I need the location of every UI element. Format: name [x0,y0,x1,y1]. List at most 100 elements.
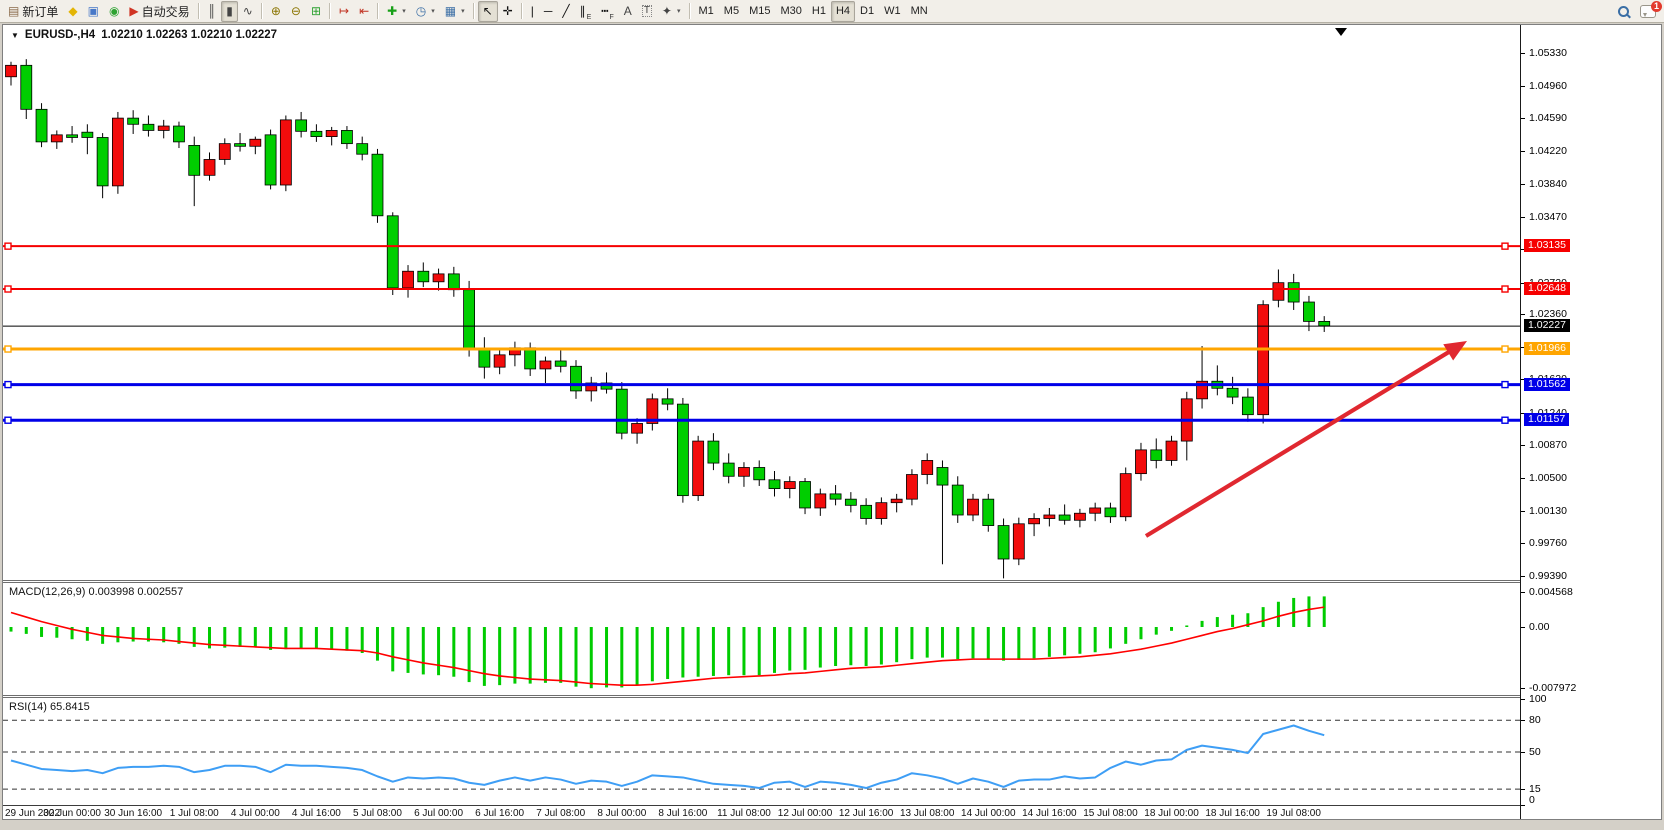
auto-trading-button[interactable]: ▶ 自动交易 [124,1,194,22]
navigator-button[interactable]: ▣ [83,1,104,22]
line-handle[interactable] [1501,416,1509,424]
timeframe-h1-button[interactable]: H1 [807,1,831,22]
line-handle[interactable] [1501,345,1509,353]
line-handle[interactable] [4,285,12,293]
zoom-out-button[interactable]: ⊖ [286,1,306,22]
candle [753,467,766,481]
time-axis-label: 18 Jul 00:00 [1144,808,1199,819]
bar-chart-button[interactable]: ║ [203,1,222,22]
text-button[interactable]: A [619,1,637,22]
main-chart-pane[interactable] [3,26,1520,580]
rsi-pane[interactable] [3,698,1520,806]
line-handle[interactable] [4,416,12,424]
horizontal-line-icon: ─ [543,4,553,18]
time-axis-label: 13 Jul 08:00 [899,808,955,819]
periods-button[interactable]: ◷ ▾ [411,1,440,22]
market-watch-button[interactable]: ◆ [63,1,82,22]
axis-tick-mark [1521,379,1525,381]
vertical-line-button[interactable]: | [526,1,539,22]
new-order-button[interactable]: ▤ 新订单 [3,1,63,22]
line-handle[interactable] [1501,285,1509,293]
candlestick-chart-button[interactable]: ▮ [221,0,238,22]
horizontal-line-button[interactable]: ─ [539,1,558,22]
rsi-tick-label: 80 [1529,714,1541,727]
line-handle[interactable] [4,242,12,250]
candle [951,484,964,516]
tile-windows-button[interactable]: ⊞ [306,1,326,22]
candle [1196,380,1208,400]
chart-shift-button[interactable]: ⇤ [354,1,374,22]
candle [1028,518,1040,525]
text-label-button[interactable]: T [637,1,657,22]
level-price-badge: 1.01157 [1524,413,1570,427]
candle [81,131,94,138]
crosshair-button[interactable]: ✛ [498,1,518,22]
candle [386,215,399,289]
axis-tick-mark [1521,445,1525,447]
candle [66,134,78,138]
time-axis[interactable]: 29 Jun 2022 30 Jun 00:00 30 Jun 16:00 1 Jul… [3,805,1520,820]
chart-shift-marker[interactable] [1335,28,1347,36]
candle [463,289,476,350]
signal-button[interactable]: ◉ [104,1,124,22]
toolbar-separator [377,3,380,19]
candle [860,504,873,519]
tile-windows-icon: ⊞ [310,4,322,18]
timeframe-label: H1 [811,5,826,17]
pane-separator[interactable] [3,695,1660,698]
rsi-line [10,724,1325,790]
timeframe-m1-button[interactable]: M1 [694,1,719,22]
candle [493,354,506,368]
trendline-button[interactable]: ╱ [557,1,574,22]
templates-button[interactable]: ▦ ▾ [440,1,470,22]
timeframe-d1-button[interactable]: D1 [855,1,879,22]
pane-separator[interactable] [3,580,1660,583]
time-axis-label: 4 Jul 00:00 [230,808,280,819]
line-handle[interactable] [1501,380,1509,389]
candle [295,119,308,132]
chart-ohlc: 1.02210 1.02263 1.02210 1.02227 [101,29,278,41]
timeframe-w1-button[interactable]: W1 [879,1,906,22]
one-click-trading-toggle[interactable]: ▼ [11,30,19,40]
macd-label: MACD(12,26,9) 0.003998 0.002557 [9,586,184,598]
arrows-icon: ✦ [661,4,672,18]
new-order-button-label: 新订单 [22,4,59,19]
candle [96,137,109,187]
chevron-down-icon: ▾ [676,8,681,15]
chart-symbol: EURUSD-,H4 [24,29,96,41]
auto-scroll-button[interactable]: ↦ [334,1,354,22]
candle [157,125,170,131]
chat-icon[interactable]: 1 [1640,0,1662,18]
toolbar-separator [688,3,691,19]
search-icon[interactable] [1617,5,1630,18]
arrows-button[interactable]: ✦ ▾ [657,1,686,22]
trend-arrow-head[interactable] [1443,341,1467,361]
price-axis[interactable]: 1.05330 1.04960 1.04590 1.04220 1.03840 1.034… [1520,25,1660,819]
timeframe-m5-button[interactable]: M5 [719,1,744,22]
trend-arrow-line[interactable] [1144,345,1458,538]
axis-tick-mark [1521,412,1525,414]
candle [554,360,567,367]
fibonacci-button[interactable]: ┅ F [596,1,619,22]
zoom-in-button[interactable]: ⊕ [266,1,286,22]
line-handle[interactable] [4,345,12,353]
candle [829,493,842,500]
timeframe-label: D1 [860,5,875,17]
candle [1089,507,1102,514]
cursor-button[interactable]: ↖ [477,0,498,22]
line-handle[interactable] [1501,242,1509,250]
line-chart-button[interactable]: ∿ [238,1,258,22]
macd-signal-line [10,606,1325,686]
equidistant-channel-button[interactable]: ∥ E [575,1,597,22]
axis-tick-mark [1521,789,1525,791]
candle [906,474,918,500]
indicators-button[interactable]: ✚ ▾ [382,1,411,22]
candle [982,498,995,526]
timeframe-h4-button[interactable]: H4 [830,0,855,22]
timeframe-m15-button[interactable]: M15 [744,1,775,22]
line-handle[interactable] [4,380,12,389]
timeframe-label: M15 [749,5,771,17]
timeframe-mn-button[interactable]: MN [906,1,933,22]
timeframe-m30-button[interactable]: M30 [775,1,806,22]
macd-pane[interactable] [3,583,1520,695]
